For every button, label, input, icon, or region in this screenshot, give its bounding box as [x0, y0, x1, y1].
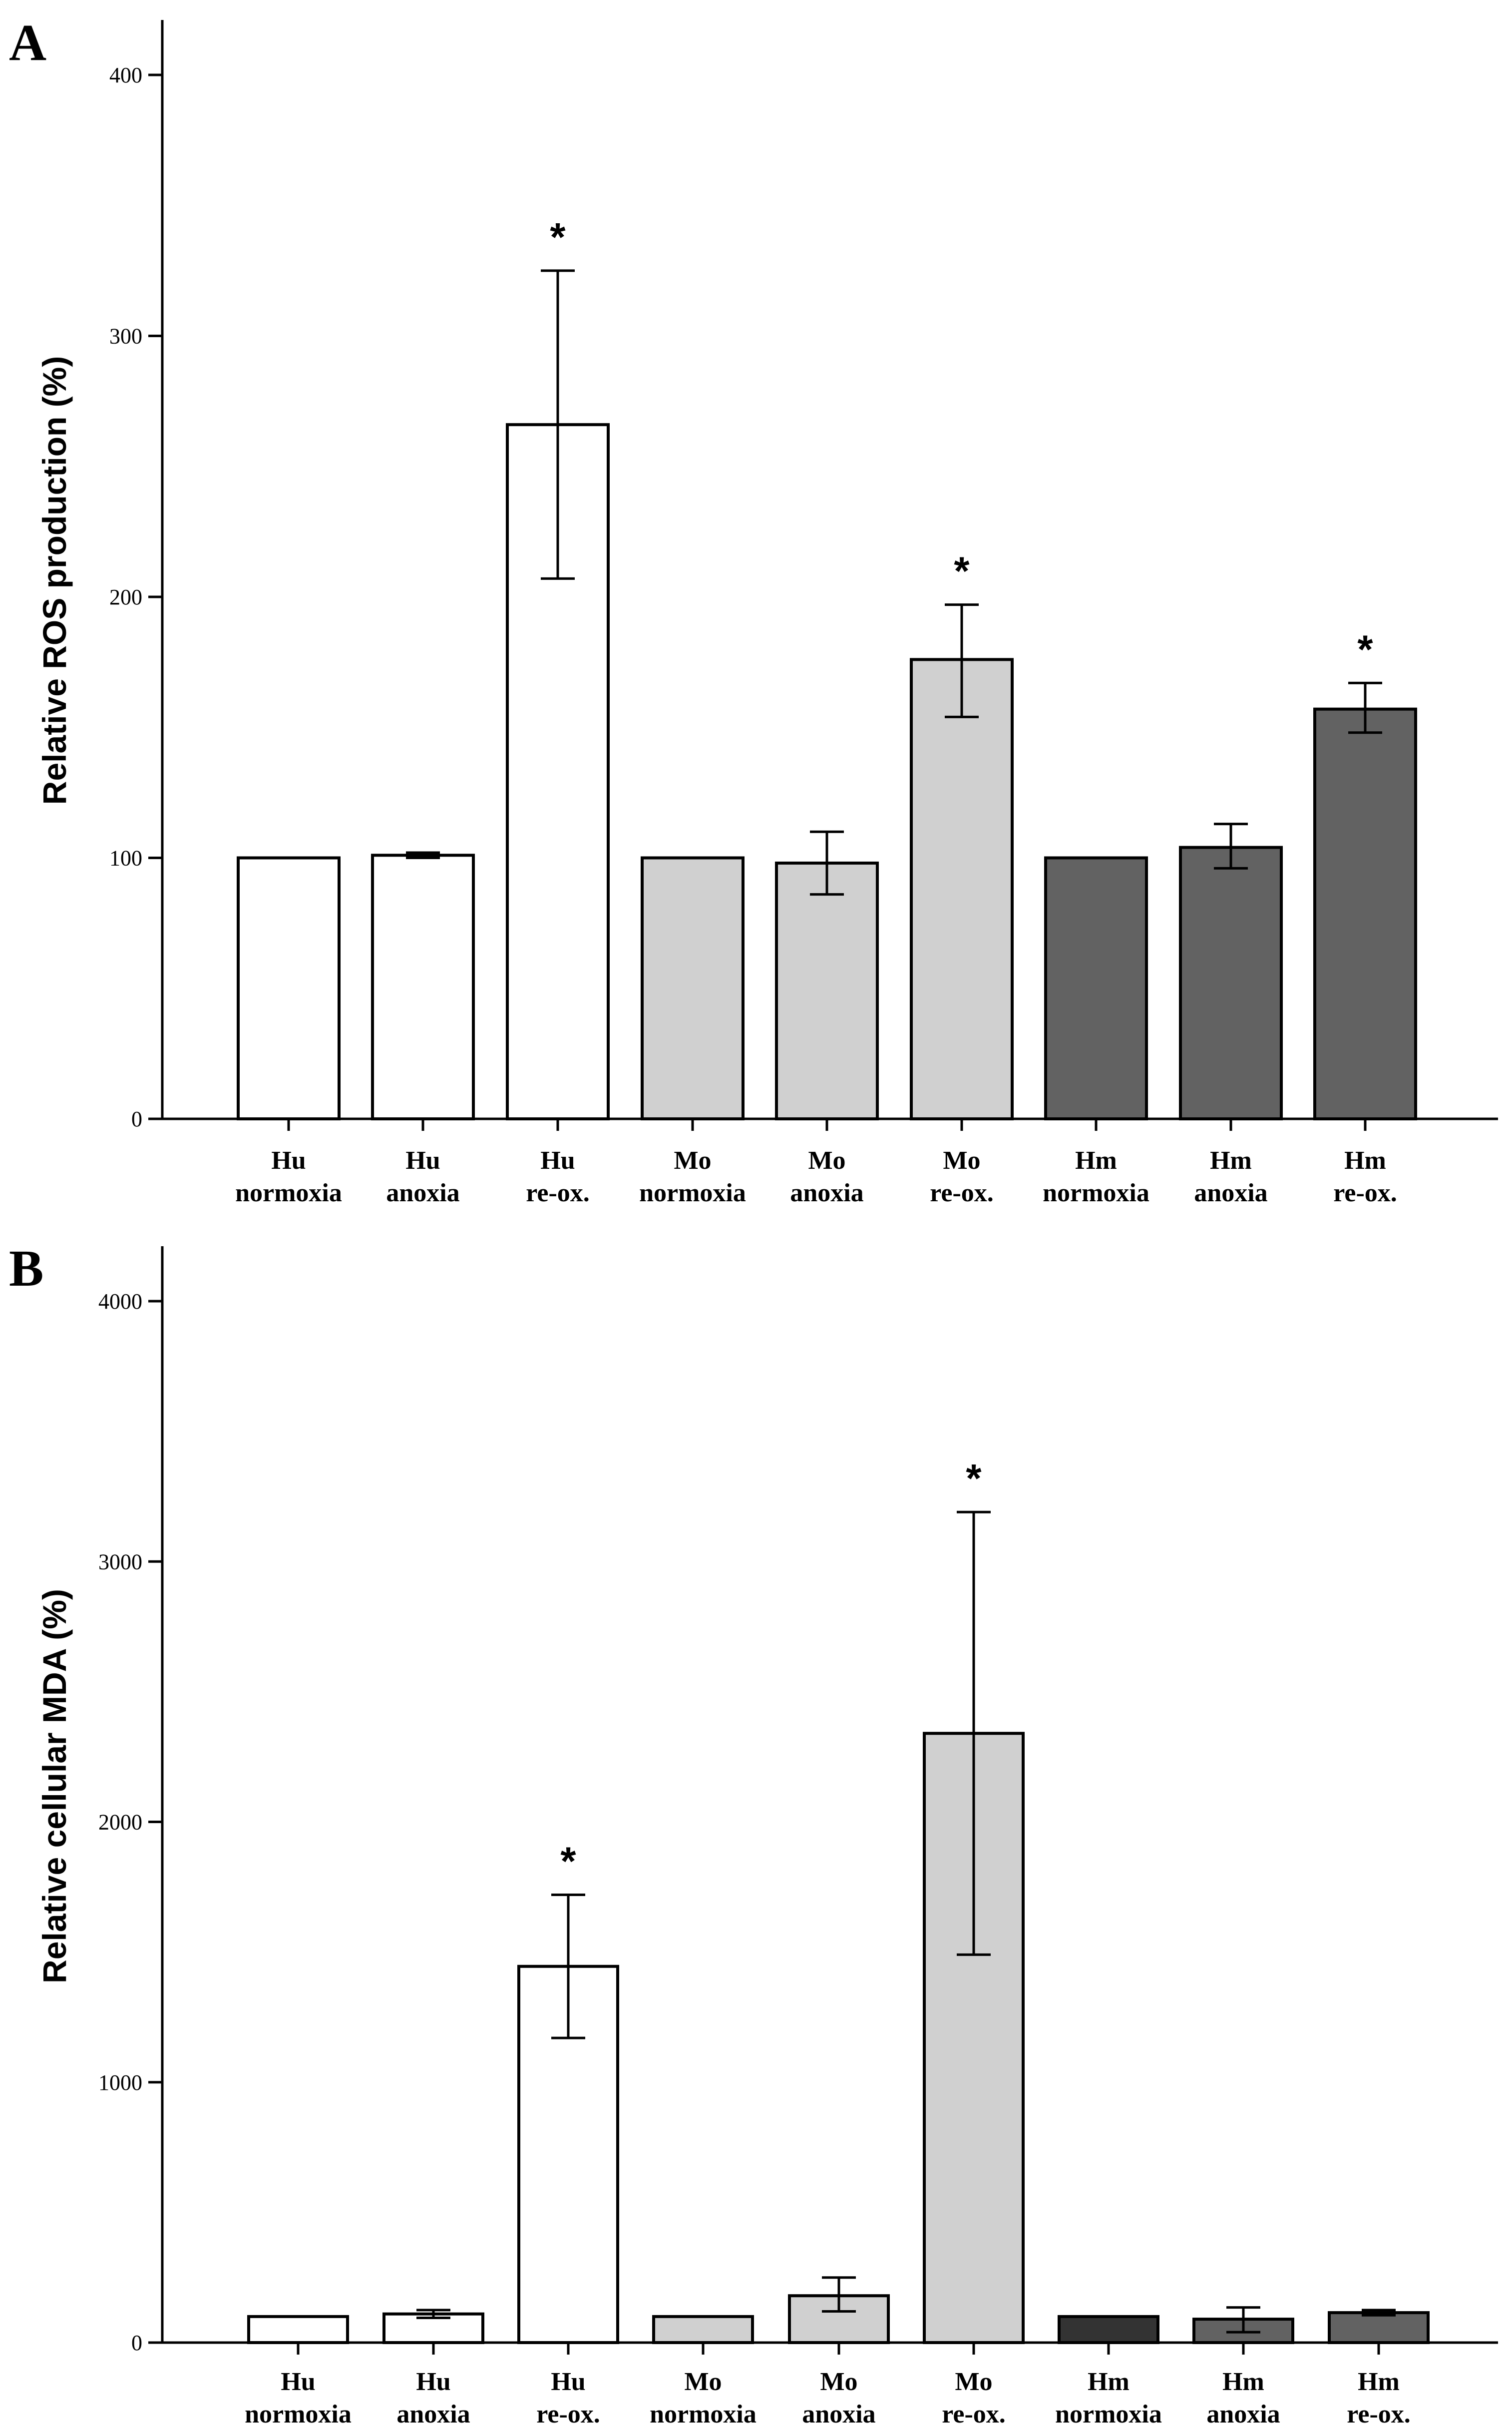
- panel-a-y-tick-label: 100: [109, 846, 142, 871]
- panel-a-significance-star: *: [954, 549, 970, 593]
- panel-b-significance-star: *: [560, 1839, 576, 1883]
- panel-a-x-tick-label-condition: re-ox.: [1333, 1179, 1397, 1207]
- panel-b-y-tick-label: 4000: [98, 1289, 142, 1314]
- panel-a-x-tick-label-condition: normoxia: [1043, 1179, 1149, 1207]
- panel-b-x-tick-label-condition: anoxia: [802, 2400, 875, 2429]
- panel-b-x-tick-label-group: Mo: [820, 2368, 857, 2396]
- panel-b-significance-star: *: [966, 1456, 982, 1500]
- panel-b-letter: B: [9, 1240, 43, 1297]
- panel-a-y-axis-label: Relative ROS production (%): [36, 356, 73, 805]
- panel-b-x-tick-label-group: Hu: [416, 2368, 450, 2396]
- panel-a-x-tick-label-group: Mo: [674, 1146, 711, 1175]
- panel-b-x-tick-label-group: Mo: [955, 2368, 992, 2396]
- panel-a-x-tick-label-condition: normoxia: [235, 1179, 342, 1207]
- panel-a-y-tick-label: 400: [109, 63, 142, 87]
- panel-a-x-tick-label-group: Hu: [271, 1146, 306, 1175]
- panel-a-bar: [641, 856, 745, 1120]
- panel-b-y-axis-label: Relative cellular MDA (%): [36, 1589, 73, 1983]
- panel-a-x-tick-label-group: Mo: [808, 1146, 845, 1175]
- panel-a: A Relative ROS production (%) 0 100 200 300…: [9, 14, 1498, 1207]
- panel-b-x-tick-label-condition: normoxia: [1055, 2400, 1162, 2429]
- panel-a-significance-star: *: [550, 215, 566, 259]
- panel-a-y-tick-label: 0: [131, 1107, 142, 1131]
- panel-a-x-tick-label-group: Hu: [540, 1146, 575, 1175]
- panel-a-x-tick-label-group: Hm: [1210, 1146, 1252, 1175]
- panel-a-x-tick-label-condition: normoxia: [639, 1179, 746, 1207]
- panel-b-y-tick-label: 0: [131, 2331, 142, 2355]
- panel-b-x-tick-label-condition: normoxia: [245, 2400, 352, 2429]
- panel-a-bar: [371, 854, 475, 1120]
- panel-b-x-tick-label-condition: normoxia: [650, 2400, 756, 2429]
- panel-b-x-tick-label-condition: re-ox.: [536, 2400, 600, 2429]
- panel-a-bar: [775, 861, 879, 1120]
- panel-a-x-tick-label-group: Hm: [1075, 1146, 1117, 1175]
- panel-b-y-tick-label: 1000: [98, 2070, 142, 2095]
- panel-a-letter: A: [9, 14, 46, 71]
- panel-b-x-tick-label-condition: re-ox.: [1347, 2400, 1411, 2429]
- panel-a-bar: [1179, 846, 1283, 1120]
- panel-b-x-tick-label-group: Hm: [1088, 2368, 1130, 2396]
- panel-a-x-tick-label-group: Hm: [1344, 1146, 1386, 1175]
- panel-a-y-tick-label: 200: [109, 585, 142, 609]
- panel-a-x-tick-label-condition: re-ox.: [526, 1179, 590, 1207]
- panel-a-y-tick-label: 300: [109, 324, 142, 349]
- panel-a-x-tick-label-condition: anoxia: [386, 1179, 459, 1207]
- panel-a-x-tick-label-group: Hu: [405, 1146, 440, 1175]
- panel-a-x-tick-label-group: Mo: [943, 1146, 980, 1175]
- panel-b-x-tick-label-group: Hu: [281, 2368, 315, 2396]
- panel-a-x-tick-label-condition: re-ox.: [930, 1179, 994, 1207]
- panel-b-bar: [1058, 2315, 1159, 2344]
- panel-b: B Relative cellular MDA (%) 0 1000 2000 300…: [9, 1240, 1498, 2429]
- panel-a-bar: [910, 658, 1014, 1120]
- panel-b-x-tick-label-group: Hm: [1222, 2368, 1264, 2396]
- panel-b-bar: [1328, 2311, 1430, 2344]
- panel-b-x-tick-label-group: Mo: [684, 2368, 722, 2396]
- panel-b-x-tick-label-group: Hm: [1358, 2368, 1400, 2396]
- panel-a-x-tick-label-condition: anoxia: [790, 1179, 863, 1207]
- panel-a-bar: [1044, 856, 1148, 1120]
- panel-a-bar: [237, 856, 341, 1120]
- panel-b-bar: [247, 2315, 349, 2344]
- panel-b-y-tick-label: 3000: [98, 1549, 142, 1574]
- panel-a-bar: [1313, 707, 1417, 1121]
- panel-b-x-tick-label-group: Hu: [551, 2368, 585, 2396]
- panel-b-y-tick-label: 2000: [98, 1810, 142, 1835]
- panel-b-x-tick-label-condition: re-ox.: [942, 2400, 1006, 2429]
- panel-a-significance-star: *: [1357, 627, 1373, 671]
- panel-b-bar: [652, 2315, 754, 2344]
- panel-b-x-tick-label-condition: anoxia: [1206, 2400, 1280, 2429]
- panel-b-x-tick-label-condition: anoxia: [396, 2400, 470, 2429]
- panel-a-x-tick-label-condition: anoxia: [1194, 1179, 1267, 1207]
